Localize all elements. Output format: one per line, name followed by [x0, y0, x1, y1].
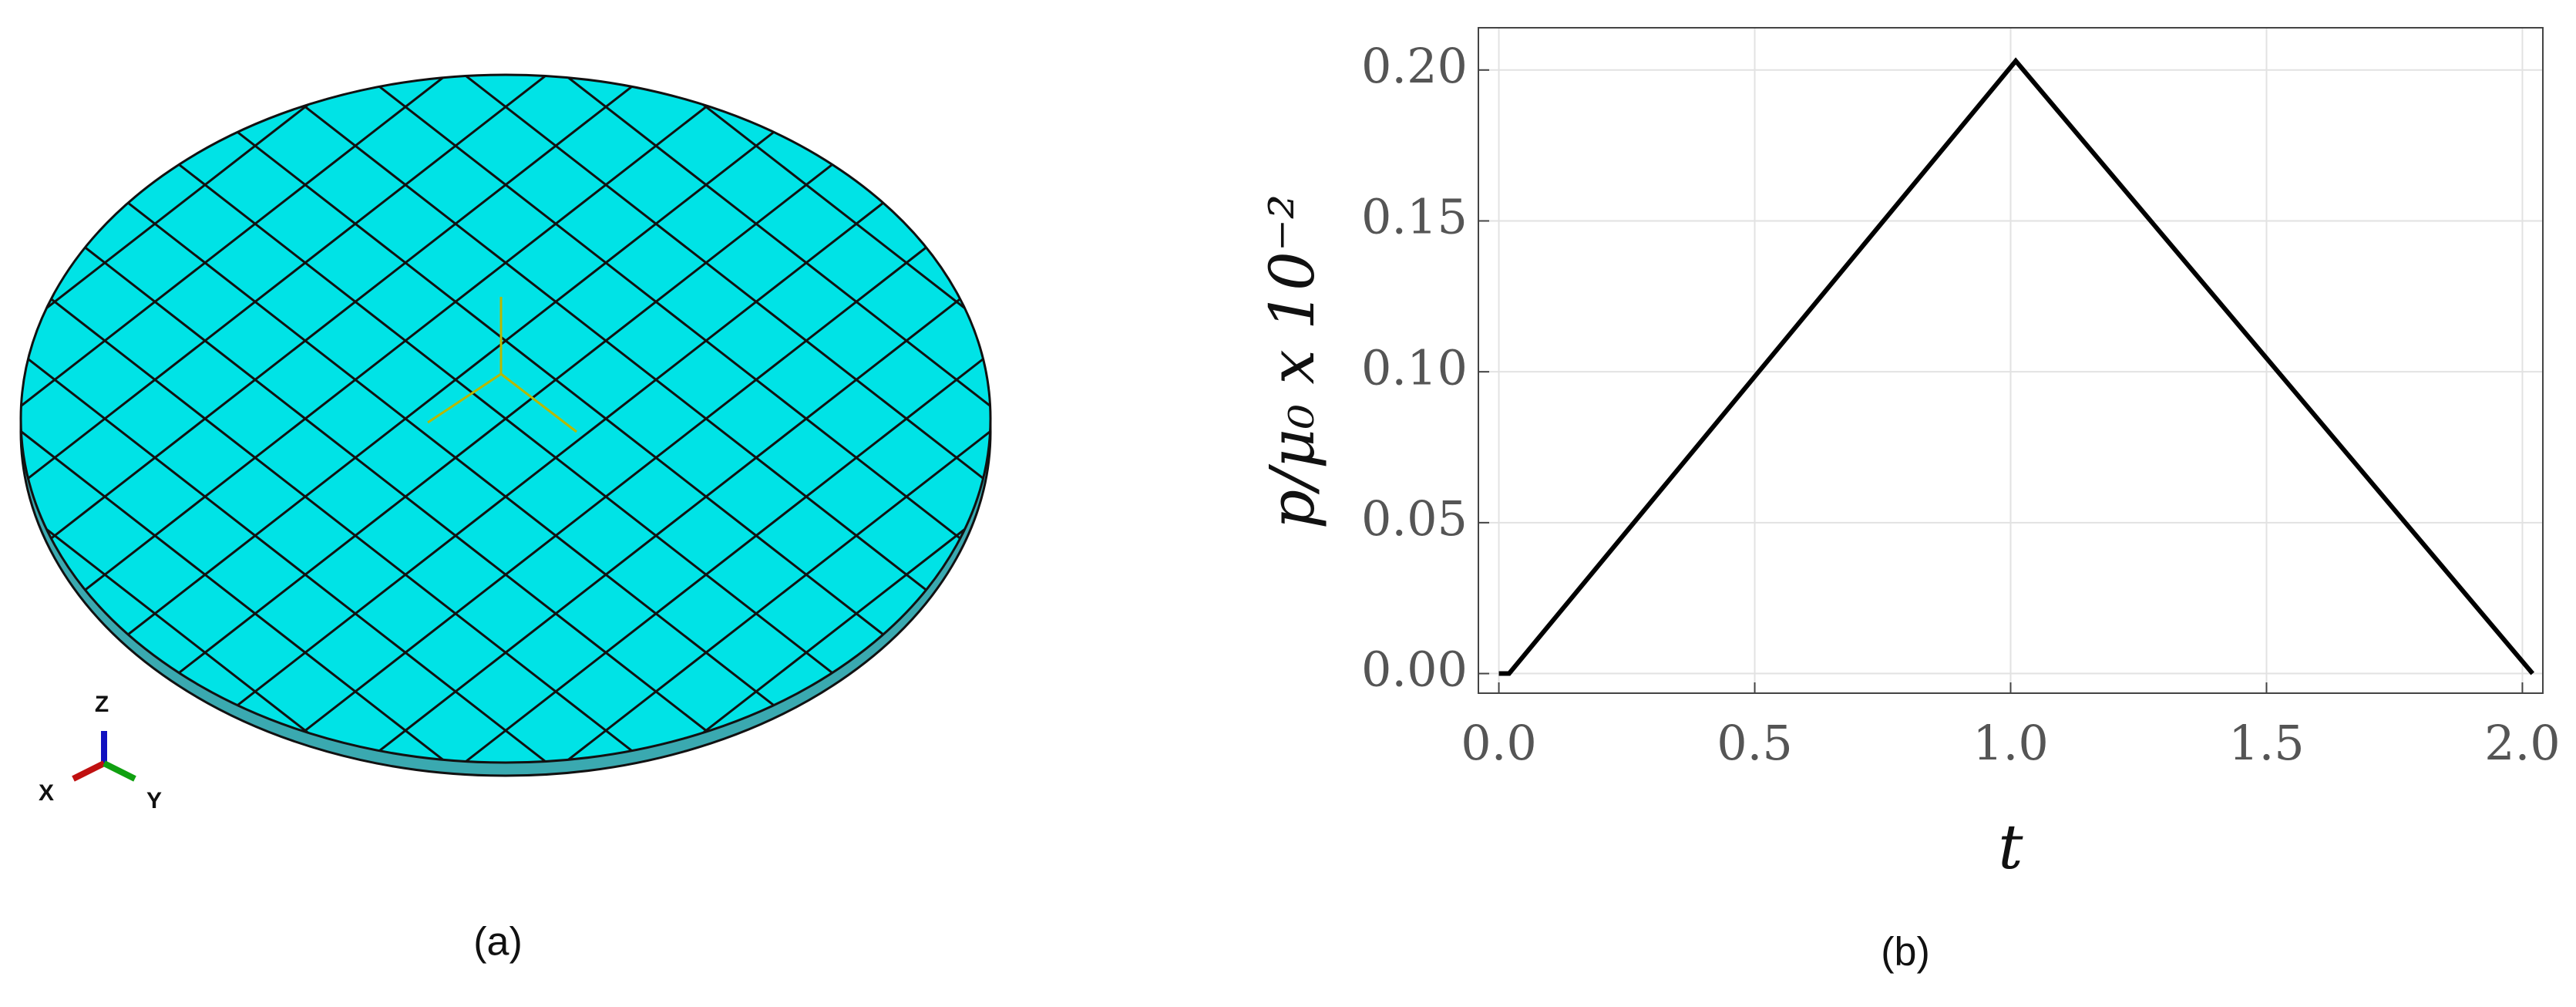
line-chart: 0.0 0.5 1.0 1.5 2.0 0.00 0.05 0.10 0.15 0.20 t p/μ₀… [1256, 27, 2561, 883]
x-tick-label: 2.0 [2484, 715, 2561, 771]
triad-x: X [39, 780, 54, 806]
panel-label: (b) [1881, 930, 1930, 975]
y-tick-label: 0.20 [1361, 38, 1468, 94]
x-axis-label: t [1998, 811, 2023, 883]
y-axis-label: p/μ₀ x 10⁻² [1256, 194, 1328, 529]
mesh-line [21, 75, 990, 763]
x-tick-label: 1.5 [2228, 715, 2305, 771]
mesh-panel: Z X Y (a) [19, 73, 992, 965]
mesh-line [21, 75, 990, 763]
y-tick-label: 0.15 [1361, 189, 1468, 245]
y-tick-label: 0.00 [1361, 642, 1468, 698]
mesh-line [212, 75, 990, 763]
x-tick-label: 0.0 [1461, 715, 1537, 771]
mesh-lines [21, 75, 990, 763]
mesh-line [21, 75, 900, 763]
triad-z: Z [95, 692, 109, 717]
x-tick-label: 0.5 [1717, 715, 1793, 771]
y-tick-label: 0.05 [1361, 490, 1468, 547]
plot-frame [1478, 27, 2544, 694]
mesh-line [21, 75, 799, 763]
triad-y: Y [146, 788, 162, 813]
mesh-line [112, 75, 990, 763]
mesh-line [21, 75, 990, 763]
mesh-line [21, 75, 990, 763]
panel-label: (a) [473, 920, 523, 965]
x-tick-label: 1.0 [1972, 715, 2049, 771]
axis-triad: Z X Y [39, 692, 162, 813]
line [1498, 57, 2535, 676]
y-tick-label: 0.10 [1361, 339, 1468, 396]
center-triad [427, 297, 577, 433]
mesh-line [21, 75, 990, 763]
